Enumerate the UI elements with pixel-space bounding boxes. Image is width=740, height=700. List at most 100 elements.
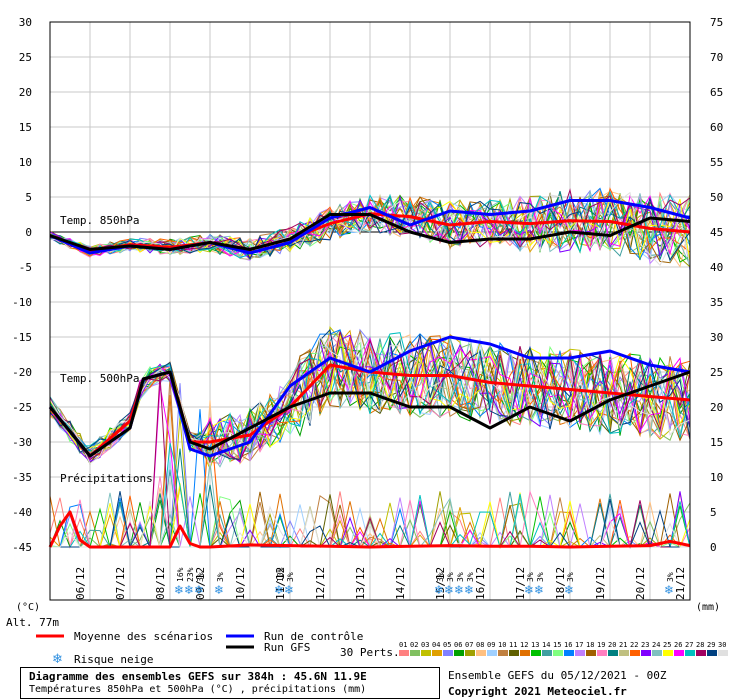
footer-title: Diagramme des ensembles GEFS sur 384h : … [29, 670, 367, 683]
pert-number: 24 [652, 641, 660, 649]
snow-risk-markers: 16%❄23%❄3%❄3%❄10%❄3%❄3%❄3%❄3%❄3%❄3%❄3%❄3… [174, 567, 675, 597]
pert-number: 25 [663, 641, 671, 649]
left-tick-label: -15 [12, 331, 32, 344]
pert-number: 30 [718, 641, 726, 649]
pert-number: 06 [454, 641, 462, 649]
pert-swatch [399, 650, 409, 656]
pert-number: 07 [465, 641, 473, 649]
footer-copyright: Copyright 2021 Meteociel.fr [448, 685, 627, 698]
left-tick-label: 10 [19, 156, 32, 169]
x-tick-label: 18/12 [554, 567, 567, 600]
right-tick-label: 35 [710, 296, 723, 309]
pert-swatch [509, 650, 519, 656]
pert-number: 15 [553, 641, 561, 649]
snow-risk-label: 3% [216, 572, 225, 582]
snowflake-icon: ❄ [52, 652, 63, 667]
pert-number: 10 [498, 641, 506, 649]
snow-risk-label: 3% [446, 572, 455, 582]
legend-mean-label: Moyenne des scénarios [74, 630, 213, 643]
pert-number: 19 [597, 641, 605, 649]
left-tick-label: -45 [12, 541, 32, 554]
x-tick-label: 19/12 [594, 567, 607, 600]
x-tick-label: 12/12 [314, 567, 327, 600]
x-tick-label: 14/12 [394, 567, 407, 600]
x-tick-label: 21/12 [674, 567, 687, 600]
x-tick-label: 17/12 [514, 567, 527, 600]
pert-number: 18 [586, 641, 594, 649]
x-tick-label: 08/12 [154, 567, 167, 600]
x-tick-label: 09/12 [194, 567, 207, 600]
pert-swatch [707, 650, 717, 656]
snow-risk-label: 3% [436, 572, 445, 582]
pert-swatch [476, 650, 486, 656]
snow-risk-label: 3% [526, 572, 535, 582]
left-tick-label: -5 [19, 261, 32, 274]
snowflake-icon: ❄ [524, 583, 534, 597]
pert-swatch [586, 650, 596, 656]
label-t500: Temp. 500hPa [60, 372, 139, 385]
pert-swatch [696, 650, 706, 656]
main-series [48, 199, 691, 549]
pert-number: 27 [685, 641, 693, 649]
x-tick-label: 13/12 [354, 567, 367, 600]
left-tick-label: 25 [19, 51, 32, 64]
pert-number: 02 [410, 641, 418, 649]
pert-swatch [630, 650, 640, 656]
footer-subtitle: Températures 850hPa et 500hPa (°C) , pré… [29, 684, 367, 695]
right-tick-label: 25 [710, 366, 723, 379]
label-precip: Précipitations [60, 472, 153, 485]
snow-risk-label: 3% [536, 572, 545, 582]
snowflake-icon: ❄ [284, 583, 294, 597]
snowflake-icon: ❄ [434, 583, 444, 597]
pert-line-500 [49, 332, 691, 459]
right-tick-label: 30 [710, 331, 723, 344]
snowflake-icon: ❄ [214, 583, 224, 597]
pert-number: 01 [399, 641, 407, 649]
left-axis: 30 25 20 15 10 5 0 -5 -10 -15 -20 -25 -30 -35 -40 -45 [12, 16, 32, 554]
right-tick-label: 5 [710, 506, 717, 519]
left-tick-label: 15 [19, 121, 32, 134]
pert-swatch [487, 650, 497, 656]
x-tick-label: 10/12 [234, 567, 247, 600]
pert-number: 26 [674, 641, 682, 649]
pert-swatch [564, 650, 574, 656]
snow-risk-label: 23% [186, 567, 195, 582]
pert-number: 16 [564, 641, 572, 649]
left-tick-label: 0 [25, 226, 32, 239]
pert-swatch [597, 650, 607, 656]
snow-risk-label: 3% [566, 572, 575, 582]
left-tick-label: -35 [12, 471, 32, 484]
pert-number: 29 [707, 641, 715, 649]
right-tick-label: 75 [710, 16, 723, 29]
left-tick-label: -25 [12, 401, 32, 414]
pert-number: 13 [531, 641, 539, 649]
pert-swatch [421, 650, 431, 656]
left-tick-label: 20 [19, 86, 32, 99]
x-tick-label: 06/12 [74, 567, 87, 600]
snowflake-icon: ❄ [174, 583, 184, 597]
left-tick-label: -40 [12, 506, 32, 519]
pert-number: 09 [487, 641, 495, 649]
pert-line-500 [49, 334, 691, 453]
right-tick-label: 60 [710, 121, 723, 134]
x-tick-label: 11/12 [274, 567, 287, 600]
pert-number: 11 [509, 641, 517, 649]
pert-line-500 [49, 336, 691, 461]
left-tick-label: 30 [19, 16, 32, 29]
pert-swatch [619, 650, 629, 656]
pert-number: 21 [619, 641, 627, 649]
series-line [49, 213, 691, 251]
pert-number: 14 [542, 641, 550, 649]
snowflake-icon: ❄ [534, 583, 544, 597]
pert-swatch [454, 650, 464, 656]
left-tick-label: -20 [12, 366, 32, 379]
snow-risk-label: 3% [456, 572, 465, 582]
pert-number: 28 [696, 641, 704, 649]
legend-perts-label: 30 Perts. [340, 646, 400, 659]
pert-swatch [608, 650, 618, 656]
plot-frame [49, 21, 691, 601]
snowflake-icon: ❄ [194, 583, 204, 597]
pert-swatch [641, 650, 651, 656]
right-tick-label: 20 [710, 401, 723, 414]
right-tick-label: 65 [710, 86, 723, 99]
